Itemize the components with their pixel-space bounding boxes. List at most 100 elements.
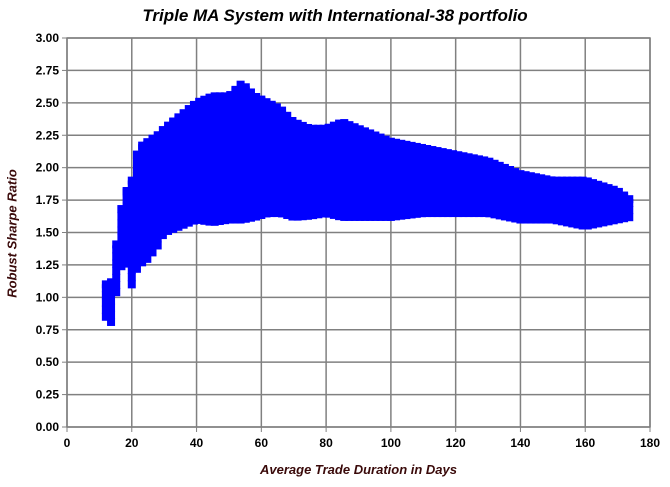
y-tick-label: 2.25: [36, 128, 60, 142]
data-point: [402, 211, 411, 220]
data-point: [189, 166, 198, 175]
data-point: [138, 229, 147, 238]
data-point: [516, 208, 525, 217]
data-point: [262, 202, 271, 211]
data-point: [428, 151, 437, 160]
data-point: [122, 252, 131, 261]
data-point: [231, 179, 240, 188]
data-point: [195, 137, 204, 146]
data-point: [433, 173, 442, 182]
data-point: [417, 166, 426, 175]
data-point: [127, 258, 136, 267]
data-point: [402, 196, 411, 205]
data-point: [246, 121, 255, 130]
data-point: [381, 135, 390, 144]
data-point: [329, 132, 338, 141]
data-point: [319, 180, 328, 189]
data-point: [324, 181, 333, 190]
data-point: [283, 146, 292, 155]
data-point: [112, 281, 121, 290]
data-point: [189, 152, 198, 161]
data-point: [112, 259, 121, 268]
data-point: [236, 208, 245, 217]
data-point: [252, 148, 261, 157]
data-point: [169, 210, 178, 219]
data-point: [148, 219, 157, 228]
data-point: [107, 289, 116, 298]
data-point: [117, 262, 126, 271]
data-point: [376, 212, 385, 221]
data-point: [506, 199, 515, 208]
data-point: [184, 125, 193, 134]
data-point: [236, 115, 245, 124]
data-point: [226, 215, 235, 224]
data-point: [272, 130, 281, 139]
data-point: [495, 204, 504, 213]
data-point: [578, 214, 587, 223]
data-point: [210, 153, 219, 162]
data-point: [604, 210, 613, 219]
data-point: [303, 183, 312, 192]
data-point: [355, 212, 364, 221]
data-point: [179, 128, 188, 137]
data-point: [184, 133, 193, 142]
data-point: [164, 155, 173, 164]
data-point: [355, 134, 364, 143]
data-point: [174, 194, 183, 203]
data-point: [200, 181, 209, 190]
data-point: [376, 177, 385, 186]
data-point: [309, 146, 318, 155]
data-point: [293, 155, 302, 164]
data-point: [283, 111, 292, 120]
data-point: [272, 180, 281, 189]
data-point: [335, 162, 344, 171]
data-point: [392, 183, 401, 192]
data-point: [221, 144, 230, 153]
data-point: [153, 155, 162, 164]
data-point: [132, 186, 141, 195]
data-point: [309, 139, 318, 148]
data-point: [360, 141, 369, 150]
data-point: [267, 173, 276, 182]
data-point: [345, 212, 354, 221]
data-point: [153, 170, 162, 179]
data-point: [283, 210, 292, 219]
data-point: [609, 216, 618, 225]
data-point: [386, 137, 395, 146]
data-point: [469, 194, 478, 203]
data-point: [158, 152, 167, 161]
data-point: [360, 148, 369, 157]
data-point: [246, 128, 255, 137]
data-point: [189, 216, 198, 225]
y-tick-label: 0.25: [36, 388, 60, 402]
data-point: [386, 155, 395, 164]
data-point: [148, 241, 157, 250]
data-point: [428, 146, 437, 155]
data-point: [200, 138, 209, 147]
data-point: [350, 163, 359, 172]
data-point: [226, 122, 235, 131]
data-point: [210, 175, 219, 184]
data-point: [474, 166, 483, 175]
data-point: [454, 201, 463, 210]
data-point: [262, 138, 271, 147]
data-point: [381, 205, 390, 214]
data-point: [397, 147, 406, 156]
data-point: [433, 180, 442, 189]
data-point: [386, 205, 395, 214]
data-point: [231, 151, 240, 160]
data-point: [604, 184, 613, 193]
data-point: [438, 209, 447, 218]
data-point: [537, 215, 546, 224]
data-point: [485, 202, 494, 211]
data-point: [107, 282, 116, 291]
data-point: [454, 187, 463, 196]
data-point: [371, 191, 380, 200]
data-point: [107, 296, 116, 305]
data-point: [189, 145, 198, 154]
data-point: [454, 166, 463, 175]
data-point: [252, 105, 261, 114]
data-point: [563, 176, 572, 185]
data-point: [620, 199, 629, 208]
data-point: [169, 174, 178, 183]
